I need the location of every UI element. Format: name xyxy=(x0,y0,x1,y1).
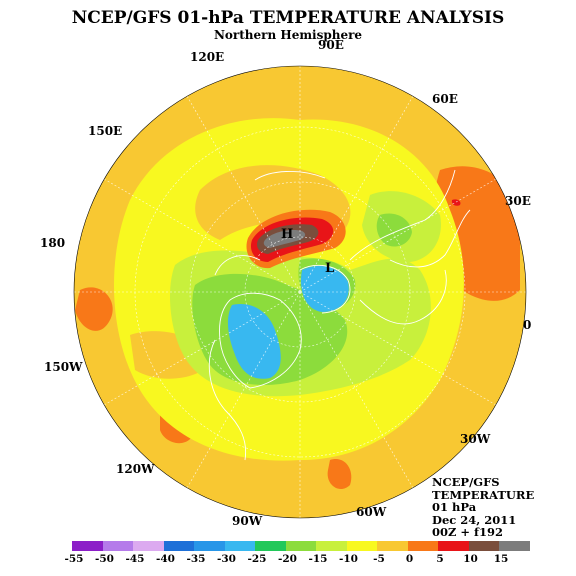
legend-swatch xyxy=(224,541,255,551)
coastlines xyxy=(208,169,471,461)
legend-swatch xyxy=(255,541,286,551)
lon-label-90w: 90W xyxy=(232,514,263,528)
lon-label-150w: 150W xyxy=(44,360,83,374)
lon-label-30w: 30W xyxy=(460,432,491,446)
info-date: Dec 24, 2011 xyxy=(432,512,517,527)
lon-label-60w: 60W xyxy=(356,505,387,519)
legend-tick-label: 5 xyxy=(436,553,444,565)
legend-tick-label: 15 xyxy=(493,553,509,565)
legend-tick-label: -45 xyxy=(125,553,145,565)
legend-swatch xyxy=(102,541,133,551)
high-center-label: H xyxy=(281,227,293,242)
field-green-east xyxy=(376,213,412,247)
legend-tick-label: -55 xyxy=(64,553,84,565)
legend-tick-label: -25 xyxy=(247,553,267,565)
legend-swatch xyxy=(133,541,164,551)
info-level: 01 hPa xyxy=(432,500,477,514)
legend-swatch xyxy=(377,541,408,551)
lon-label-0: 0 xyxy=(523,318,532,332)
legend-tick-label: -20 xyxy=(278,553,297,565)
lon-label-90e: 90E xyxy=(318,38,344,52)
field-cold-pool-north-america xyxy=(227,304,281,379)
legend-tick-label: -15 xyxy=(308,553,328,565)
map-subtitle: Northern Hemisphere xyxy=(213,28,363,42)
legend-swatch xyxy=(194,541,225,551)
info-field: TEMPERATURE xyxy=(432,487,535,502)
map-title: NCEP/GFS 01-hPa TEMPERATURE ANALYSIS xyxy=(71,8,505,28)
legend-swatch xyxy=(346,541,377,551)
legend-swatch xyxy=(72,541,103,551)
legend-tick-label: -40 xyxy=(156,553,175,565)
lon-label-120e: 120E xyxy=(190,50,225,64)
legend-swatch xyxy=(438,541,469,551)
lon-label-30e: 30E xyxy=(505,194,531,208)
field-warm-core-gray xyxy=(263,230,306,248)
legend-swatch xyxy=(407,541,438,551)
field-spot-east-red xyxy=(451,199,461,206)
lon-label-60e: 60E xyxy=(432,92,458,106)
legend-swatch xyxy=(285,541,316,551)
low-center-label: L xyxy=(325,261,334,276)
legend-swatch xyxy=(499,541,530,551)
legend-swatch xyxy=(163,541,194,551)
legend-swatch xyxy=(316,541,347,551)
lon-label-180: 180 xyxy=(40,236,66,250)
legend-tick-label: -10 xyxy=(339,553,358,565)
field-cold-pool-arctic xyxy=(300,266,349,312)
legend-tick-label: 10 xyxy=(463,553,478,565)
legend-swatch xyxy=(468,541,499,551)
temperature-field xyxy=(74,66,526,518)
lon-label-150e: 150E xyxy=(88,124,123,138)
field-patch-south-edge-orange xyxy=(327,459,352,490)
legend-tick-label: -30 xyxy=(217,553,236,565)
info-run: 00Z + f192 xyxy=(432,525,503,539)
legend-tick-label: -5 xyxy=(373,553,385,565)
lon-label-120w: 120W xyxy=(116,462,155,476)
legend-tick-label: -35 xyxy=(186,553,206,565)
info-block: NCEP/GFS TEMPERATURE 01 hPa Dec 24, 2011… xyxy=(432,476,534,539)
legend-tick-label: 0 xyxy=(405,553,414,565)
field-patch-west-orange xyxy=(75,287,113,331)
legend-tick-label: -50 xyxy=(95,553,114,565)
map-border xyxy=(73,65,527,519)
info-source: NCEP/GFS xyxy=(432,475,500,489)
graticule xyxy=(74,66,526,518)
